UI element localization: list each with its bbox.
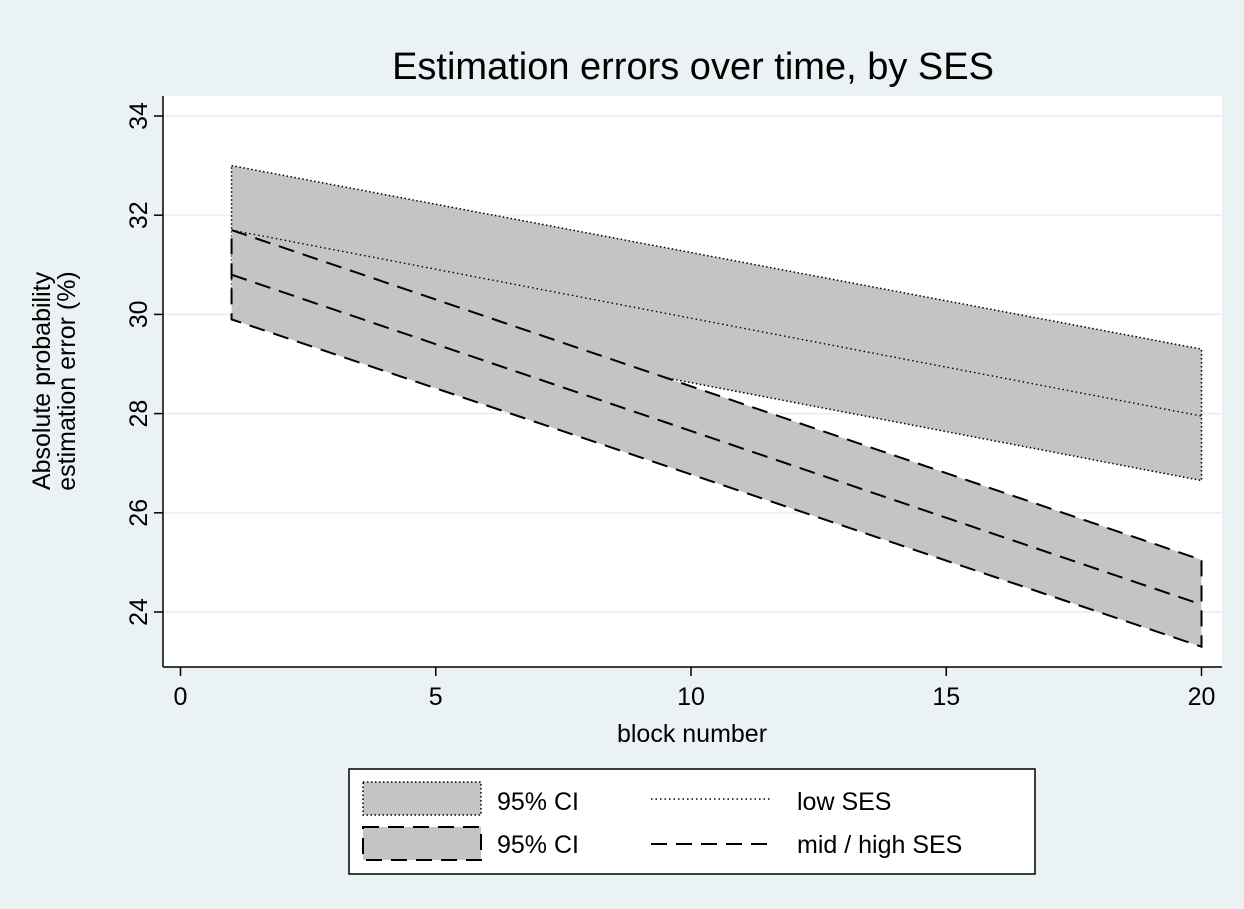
y-tick-label-30: 30 (125, 300, 153, 328)
mean-line-mid-high-ses (231, 273, 1202, 606)
legend-label-low-ses: low SES (797, 788, 891, 816)
legend-label-low-ses-ci: 95% CI (497, 788, 579, 816)
x-tick-label-10: 10 (677, 683, 705, 711)
ci-band-mid-high-ses (230, 228, 1203, 649)
y-tick-label-32: 32 (125, 201, 153, 229)
y-tick-label-28: 28 (125, 400, 153, 428)
legend-label-mid-high-ses-ci: 95% CI (497, 831, 579, 859)
y-tick-label-26: 26 (125, 499, 153, 527)
y-axis-label-line1: Absolute probability (28, 271, 56, 490)
y-axis-label-line2: estimation error (%) (53, 271, 81, 491)
ci-bands (230, 164, 1203, 649)
legend-swatch-low-ses-ci (362, 781, 482, 816)
series-lines (231, 229, 1202, 606)
y-axis-ticks: 24 26 28 30 32 34 (125, 102, 163, 626)
y-tick-label-34: 34 (125, 102, 153, 130)
chart-title: Estimation errors over time, by SES (392, 46, 994, 88)
legend: 95% CI low SES 95% CI mid / high SES (348, 768, 1036, 875)
legend-swatch-mid-high-ses-ci (362, 826, 482, 861)
x-axis-ticks: 0 5 10 15 20 (174, 667, 1216, 711)
x-tick-label-5: 5 (429, 683, 443, 711)
legend-label-mid-high-ses: mid / high SES (797, 831, 962, 859)
x-tick-label-20: 20 (1188, 683, 1216, 711)
x-tick-label-0: 0 (174, 683, 188, 711)
y-tick-label-24: 24 (125, 598, 153, 626)
x-tick-label-15: 15 (932, 683, 960, 711)
x-axis-label: block number (617, 720, 767, 748)
